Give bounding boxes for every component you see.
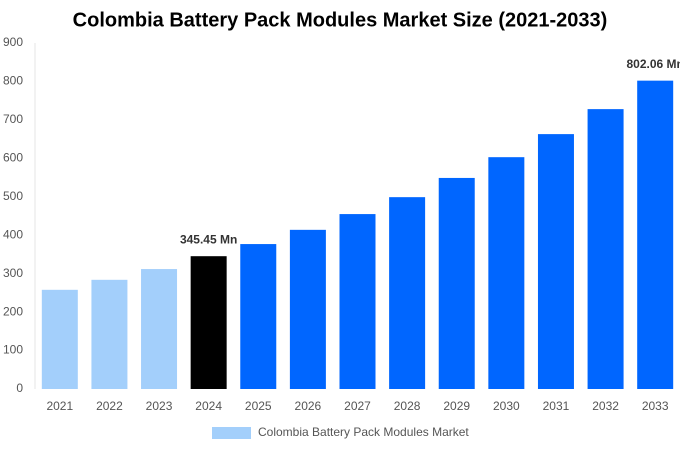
legend-swatch: [212, 427, 251, 439]
x-tick-label: 2025: [245, 399, 272, 413]
y-tick-label: 500: [3, 189, 23, 203]
chart-title: Colombia Battery Pack Modules Market Siz…: [73, 9, 608, 31]
y-tick-label: 100: [3, 343, 23, 357]
value-label: 345.45 Mn: [180, 232, 237, 246]
y-tick-label: 900: [3, 35, 23, 49]
x-tick-label: 2022: [96, 399, 123, 413]
bar: [141, 269, 178, 389]
x-tick-label: 2030: [493, 399, 520, 413]
bar: [190, 256, 227, 389]
y-tick-label: 700: [3, 112, 23, 126]
bar: [537, 134, 574, 389]
y-tick-label: 0: [16, 381, 23, 395]
bar: [339, 214, 376, 389]
bar: [587, 109, 624, 389]
x-tick-label: 2027: [344, 399, 371, 413]
bar: [289, 229, 326, 389]
y-tick-label: 400: [3, 227, 23, 241]
y-tick-label: 800: [3, 74, 23, 88]
value-label: 802.06 Mn: [627, 57, 680, 71]
y-tick-label: 200: [3, 304, 23, 318]
bar: [240, 244, 277, 389]
bar: [91, 279, 128, 389]
x-tick-label: 2033: [642, 399, 669, 413]
bar: [637, 80, 674, 389]
x-tick-label: 2032: [592, 399, 619, 413]
x-tick-label: 2031: [543, 399, 570, 413]
y-tick-label: 300: [3, 266, 23, 280]
x-tick-label: 2024: [195, 399, 222, 413]
x-tick-label: 2026: [295, 399, 322, 413]
bar: [438, 177, 475, 389]
bar: [41, 289, 78, 389]
x-tick-label: 2021: [46, 399, 73, 413]
bar: [389, 197, 426, 389]
x-tick-label: 2029: [443, 399, 470, 413]
bar: [488, 157, 525, 389]
legend-label: Colombia Battery Pack Modules Market: [258, 425, 469, 439]
x-tick-label: 2028: [394, 399, 421, 413]
x-tick-label: 2023: [146, 399, 173, 413]
y-tick-label: 600: [3, 151, 23, 165]
